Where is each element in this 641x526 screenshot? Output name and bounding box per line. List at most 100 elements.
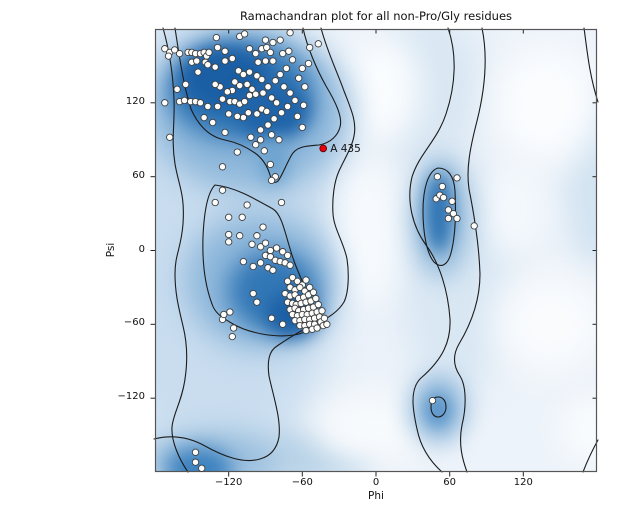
residue-point xyxy=(254,58,262,66)
y-tick-label: −60 xyxy=(123,317,145,329)
density-shading xyxy=(155,29,597,472)
residue-point xyxy=(228,54,236,63)
highlighted-residue-label: A 435 xyxy=(330,143,361,155)
residue-point xyxy=(253,298,261,306)
residue-point xyxy=(293,112,302,121)
residue-point xyxy=(240,30,249,38)
residue-point xyxy=(166,133,174,141)
residue-point xyxy=(302,326,310,335)
residue-point xyxy=(211,198,219,207)
residue-point xyxy=(213,102,222,111)
residue-point xyxy=(263,43,271,52)
residue-point xyxy=(253,72,261,80)
residue-point xyxy=(231,78,239,86)
residue-point xyxy=(309,288,318,296)
residue-point xyxy=(211,63,219,71)
residue-point xyxy=(244,109,252,117)
residue-point xyxy=(313,324,321,332)
residue-point xyxy=(269,57,277,65)
residue-point xyxy=(225,213,233,221)
residue-point xyxy=(164,52,173,60)
residue-point xyxy=(209,118,217,127)
residue-point xyxy=(204,61,212,69)
residue-point xyxy=(283,251,292,260)
residue-point xyxy=(266,48,275,57)
residue-point xyxy=(218,163,227,171)
residue-point xyxy=(263,107,271,116)
residue-point xyxy=(182,80,190,89)
residue-point xyxy=(226,308,234,316)
residue-point xyxy=(285,47,293,55)
residue-point xyxy=(266,253,275,261)
residue-point xyxy=(283,277,292,285)
residue-point xyxy=(433,173,442,181)
residue-point xyxy=(245,91,254,100)
residue-point xyxy=(213,43,222,52)
residue-point xyxy=(318,307,326,315)
residue-point xyxy=(243,201,251,209)
chart-title: Ramachandran plot for all non-Pro/Gly re… xyxy=(239,9,513,23)
residue-point xyxy=(272,244,281,252)
residue-point xyxy=(439,193,448,202)
residue-point xyxy=(314,40,322,48)
density-blob xyxy=(340,34,420,144)
x-tick-label: 0 xyxy=(372,477,380,488)
residue-point xyxy=(173,85,181,93)
residue-point xyxy=(264,121,272,129)
residue-point xyxy=(298,123,306,132)
residue-point xyxy=(312,294,320,303)
residue-point xyxy=(267,94,276,102)
residue-point xyxy=(260,147,268,155)
residue-point xyxy=(259,89,267,97)
density-blob xyxy=(335,159,399,309)
residue-point xyxy=(175,49,184,58)
residue-point xyxy=(276,70,284,79)
residue-point xyxy=(277,198,286,207)
residue-point xyxy=(205,48,213,57)
residue-point xyxy=(248,240,256,248)
residue-point xyxy=(279,49,287,58)
contour-line xyxy=(582,439,599,473)
density-blob xyxy=(487,164,543,254)
residue-point xyxy=(256,136,265,144)
residue-point xyxy=(253,232,261,240)
residue-point xyxy=(229,324,238,332)
contour-line xyxy=(202,184,315,337)
residue-point xyxy=(314,300,322,309)
residue-point xyxy=(272,99,281,107)
residue-point xyxy=(228,332,236,341)
residue-point xyxy=(288,273,297,282)
residue-point xyxy=(191,448,200,456)
residue-point xyxy=(266,160,275,169)
residue-point xyxy=(220,310,228,319)
residue-point xyxy=(449,209,458,218)
residue-point xyxy=(225,238,233,246)
contour-line xyxy=(174,27,342,183)
residue-point xyxy=(223,88,232,96)
residue-point xyxy=(259,223,267,231)
residue-point xyxy=(286,89,294,97)
residue-point xyxy=(261,239,270,247)
residue-point xyxy=(288,56,297,64)
contour-line xyxy=(454,27,486,473)
residue-point xyxy=(245,45,254,53)
residue-point xyxy=(252,49,260,58)
residue-point xyxy=(243,80,251,89)
residue-point xyxy=(279,248,287,256)
residue-point xyxy=(299,101,308,109)
residue-point xyxy=(218,186,227,194)
residue-point xyxy=(211,80,219,89)
residue-point xyxy=(444,206,453,214)
density-blob xyxy=(492,44,597,164)
residue-point xyxy=(253,110,261,118)
residue-point xyxy=(240,97,249,106)
plot-area: A 435 xyxy=(150,27,599,477)
residue-point xyxy=(306,283,314,292)
residue-point xyxy=(221,128,229,137)
residue-point xyxy=(276,36,284,44)
residue-point xyxy=(323,320,331,328)
residue-point xyxy=(448,197,456,205)
residue-point xyxy=(295,74,303,82)
residue-point xyxy=(277,109,286,117)
